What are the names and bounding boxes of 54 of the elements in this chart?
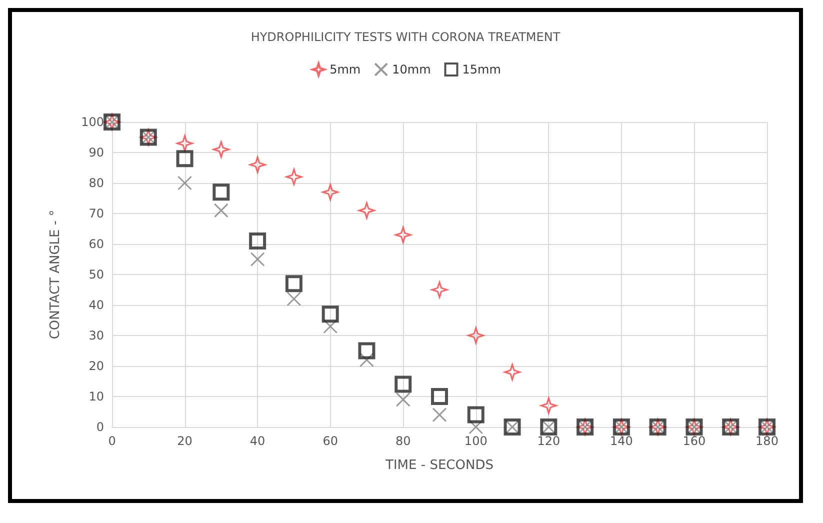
y-tick-label: 60 <box>88 237 104 251</box>
point <box>249 156 266 173</box>
x-tick-label: 40 <box>250 434 266 448</box>
point <box>540 397 557 414</box>
x-axis-title: TIME - SECONDS <box>384 458 494 473</box>
y-tick-label: 10 <box>88 390 104 404</box>
x-tick-label: 80 <box>395 434 411 448</box>
point <box>359 352 374 368</box>
point <box>467 406 484 424</box>
point <box>431 388 448 405</box>
point <box>396 392 410 407</box>
point <box>285 275 302 292</box>
point <box>249 232 266 250</box>
y-tick-label: 100 <box>81 115 104 129</box>
x-tick-label: 20 <box>177 434 192 448</box>
point <box>432 408 447 422</box>
point <box>431 282 448 298</box>
point <box>214 203 228 218</box>
y-tick-label: 50 <box>88 268 104 282</box>
y-tick-label: 40 <box>88 298 104 312</box>
y-tick-label: 30 <box>88 328 104 342</box>
y-tick-label: 70 <box>88 206 104 220</box>
y-tick-label: 20 <box>88 359 104 373</box>
point <box>286 292 302 306</box>
y-axis-title: CONTACT ANGLE - ° <box>48 210 63 340</box>
x-tick-label: 0 <box>108 434 116 448</box>
x-tick-label: 140 <box>610 434 633 448</box>
point <box>394 376 412 393</box>
x-tick-label: 60 <box>322 434 338 448</box>
point <box>212 184 230 201</box>
y-tick-label: 90 <box>88 146 104 160</box>
x-tick-label: 180 <box>756 434 778 448</box>
point <box>286 168 302 186</box>
legend-label: 10mm <box>392 62 431 76</box>
chart-title: HYDROPHILICITY TESTS WITH CORONA TREATMENT <box>250 30 561 44</box>
legend-label: 15mm <box>462 62 501 76</box>
point <box>178 176 192 190</box>
point <box>358 342 376 360</box>
point <box>212 141 230 158</box>
x-tick-label: 100 <box>464 434 488 448</box>
x-tick-label: 120 <box>537 434 560 448</box>
point <box>176 150 194 168</box>
x-tick-label: 160 <box>682 434 706 448</box>
legend-label: 5mm <box>330 62 361 76</box>
point <box>394 226 412 244</box>
point <box>250 252 265 266</box>
point <box>322 184 339 200</box>
point <box>504 364 521 380</box>
point <box>468 327 484 344</box>
point <box>322 306 339 323</box>
point <box>176 135 194 152</box>
point <box>358 202 375 219</box>
y-tick-label: 80 <box>88 176 104 190</box>
y-tick-label: 0 <box>96 420 104 434</box>
